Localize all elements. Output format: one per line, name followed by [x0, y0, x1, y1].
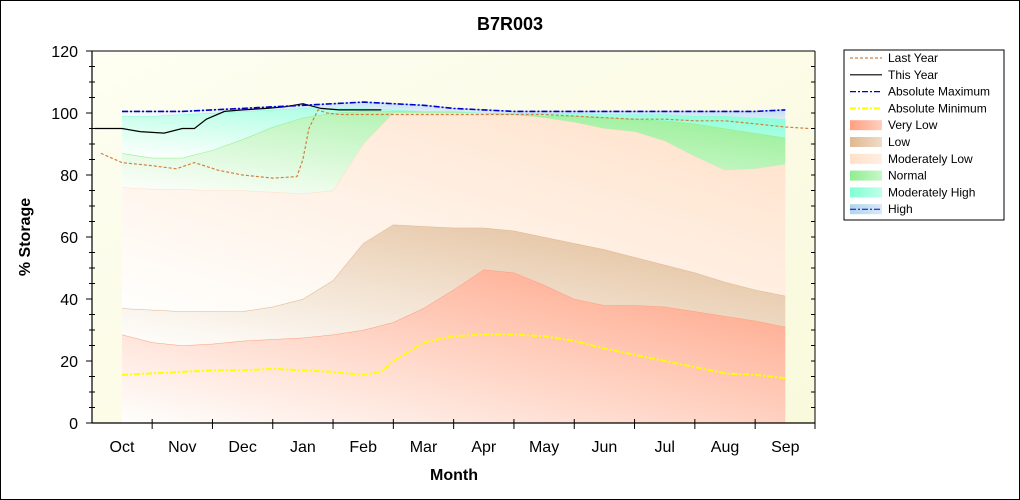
band-moderately-low [122, 113, 786, 312]
x-tick-label: Apr [471, 439, 497, 456]
legend-label: Absolute Maximum [888, 85, 990, 99]
legend-item-this-year: This Year [850, 68, 938, 82]
legend-item-last-year: Last Year [850, 51, 938, 65]
series-absolute-maximum [122, 101, 786, 113]
legend-item-moderately-high: Moderately High [850, 185, 975, 199]
band-low [122, 224, 786, 346]
legend-item-absolute-maximum: Absolute Maximum [850, 85, 990, 99]
y-tick-label: 100 [51, 106, 78, 123]
legend-label: Absolute Minimum [888, 101, 987, 115]
legend-label: Moderately Low [888, 152, 973, 166]
y-tick-label: 60 [60, 230, 78, 247]
legend-swatch [850, 187, 882, 198]
x-tick-label: Oct [110, 439, 135, 456]
y-tick-label: 0 [69, 416, 78, 433]
x-tick-label: Dec [228, 439, 256, 456]
band-normal [122, 111, 786, 194]
series-this-year [94, 103, 382, 134]
legend-item-moderately-low: Moderately Low [850, 152, 973, 166]
x-tick-label: Jun [592, 439, 618, 456]
x-axis-label: Month [430, 467, 478, 484]
x-tick-label: Aug [711, 439, 739, 456]
legend-item-normal: Normal [850, 169, 927, 183]
bands-layer [121, 101, 786, 423]
legend-swatch [850, 120, 882, 131]
y-tick-label: 80 [60, 168, 78, 185]
legend: Last Year This Year Absolute Maximum Absolu… [843, 49, 1005, 221]
legend-label: Low [888, 135, 910, 149]
y-axis-label: % Storage [17, 198, 34, 276]
legend-label: Last Year [888, 51, 938, 65]
x-tick-label: Sep [771, 439, 800, 456]
legend-item-absolute-minimum: Absolute Minimum [850, 101, 987, 115]
legend-label: Moderately High [888, 185, 975, 199]
x-tick-label: Jan [290, 439, 316, 456]
legend-label: Very Low [888, 118, 938, 132]
x-tick-label: Mar [410, 439, 438, 456]
y-tick-label: 40 [60, 292, 78, 309]
axes-layer: 0 20 40 60 80 100 120 Oct Nov Dec Jan Feb Mar Apr May J… [51, 44, 816, 456]
band-very-low [122, 269, 786, 423]
x-tick-label: Nov [168, 439, 196, 456]
legend-item-very-low: Very Low [850, 118, 938, 132]
legend-swatch [850, 137, 882, 147]
y-tick-label: 20 [60, 354, 78, 371]
legend-label: Normal [888, 169, 927, 183]
chart-title: B7R003 [477, 14, 543, 34]
legend-swatch [850, 153, 882, 164]
legend-item-low: Low [850, 135, 910, 149]
legend-label: This Year [888, 68, 938, 82]
series-absolute-minimum [121, 333, 786, 380]
x-tick-label: Jul [654, 439, 674, 456]
legend-swatch [850, 170, 882, 181]
x-tick-label: May [529, 439, 559, 456]
lines-layer [94, 101, 810, 380]
legend-item-high: High [850, 202, 913, 216]
y-tick-label: 120 [51, 44, 78, 61]
legend-label: High [888, 202, 913, 216]
x-tick-label: Feb [349, 439, 377, 456]
series-last-year [100, 109, 810, 179]
band-moderately-high [122, 108, 786, 158]
